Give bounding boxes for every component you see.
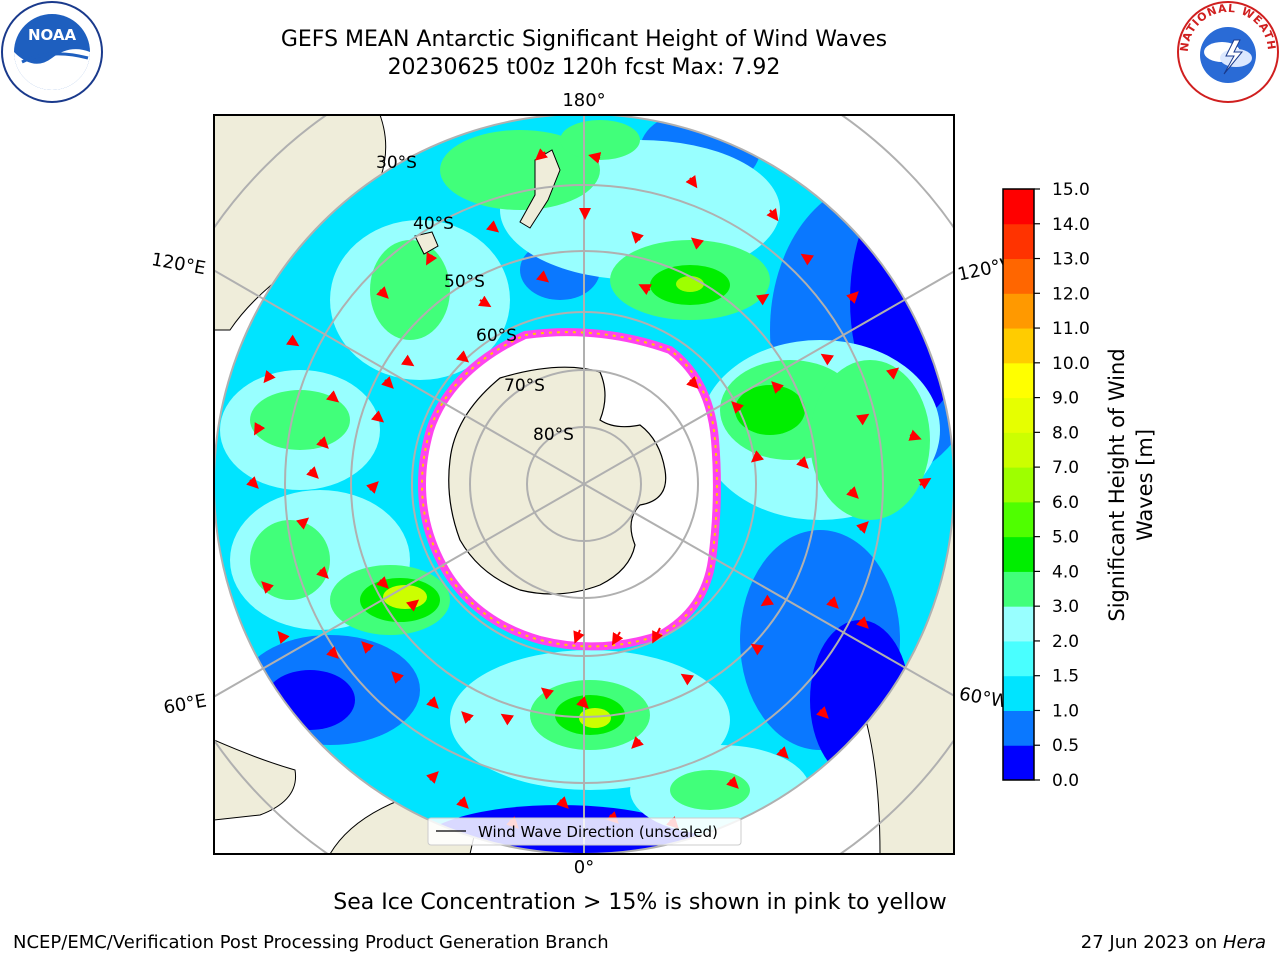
lat-label-70s: 70°S bbox=[504, 376, 545, 396]
colorbar-tick-label: 0.0 bbox=[1052, 771, 1079, 791]
colorbar-tick-label: 2.0 bbox=[1052, 632, 1079, 652]
nws-logo: NATIONAL WEATHER SERVICE bbox=[1176, 0, 1279, 103]
land-tasmania bbox=[414, 231, 439, 255]
map-legend: Wind Wave Direction (unscaled) bbox=[427, 817, 742, 846]
colorbar-label-line2: Waves [m] bbox=[1133, 429, 1157, 541]
colorbar-tick-label: 12.0 bbox=[1052, 284, 1090, 304]
colorbar-segment bbox=[1003, 362, 1034, 399]
colorbar-segments bbox=[1003, 189, 1034, 781]
colorbar-tick-label: 4.0 bbox=[1052, 562, 1079, 582]
legend-label: Wind Wave Direction (unscaled) bbox=[478, 823, 718, 841]
colorbar-segment bbox=[1003, 536, 1034, 572]
colorbar-segment bbox=[1003, 501, 1034, 538]
colorbar-segment bbox=[1003, 397, 1034, 433]
colorbar-segment bbox=[1003, 640, 1034, 677]
colorbar-segment bbox=[1003, 223, 1034, 260]
map-frame bbox=[213, 114, 955, 855]
colorbar-segment bbox=[1003, 710, 1034, 746]
colorbar-segment bbox=[1003, 293, 1034, 329]
colorbar-tick-label: 15.0 bbox=[1052, 180, 1090, 200]
colorbar-segment bbox=[1003, 571, 1034, 607]
wave-direction-arrows bbox=[246, 148, 932, 829]
colorbar-tick-label: 14.0 bbox=[1052, 215, 1090, 235]
colorbar-segment bbox=[1003, 675, 1034, 711]
colorbar-segment bbox=[1003, 258, 1034, 294]
footer-host: Hera bbox=[1222, 932, 1266, 953]
colorbar-segment bbox=[1003, 189, 1034, 225]
colorbar-tick-label: 9.0 bbox=[1052, 389, 1079, 409]
colorbar-segment bbox=[1003, 606, 1034, 642]
colorbar-tick-label: 0.5 bbox=[1052, 736, 1079, 756]
graticule bbox=[214, 115, 954, 854]
lon-label-180: 180° bbox=[562, 90, 605, 111]
lat-label-60s: 60°S bbox=[476, 326, 517, 346]
colorbar-ticks: 0.0 0.5 1.0 1.5 2.0 3.0 4.0 5.0 6.0 7.0 8.0 9.0 10.0… bbox=[1034, 180, 1090, 791]
noaa-logo: NOAA bbox=[1, 1, 103, 103]
colorbar-tick-label: 11.0 bbox=[1052, 319, 1090, 339]
footer-credit: NCEP/EMC/Verification Post Processing Pr… bbox=[13, 932, 609, 953]
footer-date: 27 Jun 2023 on Hera bbox=[1081, 932, 1266, 953]
lat-label-80s: 80°S bbox=[533, 425, 574, 445]
chart-title: GEFS MEAN Antarctic Significant Height o… bbox=[280, 27, 888, 52]
footer-date-text: 27 Jun 2023 on bbox=[1080, 932, 1223, 953]
colorbar-tick-label: 7.0 bbox=[1052, 458, 1079, 478]
colorbar-frame bbox=[1002, 188, 1035, 781]
colorbar-tick-label: 1.5 bbox=[1052, 667, 1079, 687]
land-antarctica bbox=[448, 366, 667, 595]
colorbar-tick-label: 13.0 bbox=[1052, 250, 1090, 270]
chart-subtitle: 20230625 t00z 120h fcst Max: 7.92 bbox=[387, 55, 781, 80]
colorbar-segment bbox=[1003, 467, 1034, 503]
colorbar-segment bbox=[1003, 328, 1034, 364]
lat-label-40s: 40°S bbox=[413, 214, 454, 234]
lat-label-30s: 30°S bbox=[376, 153, 417, 173]
colorbar-label-line1: Significant Height of Wind bbox=[1105, 348, 1129, 621]
colorbar-tick-label: 8.0 bbox=[1052, 423, 1079, 443]
colorbar-segment bbox=[1003, 745, 1034, 781]
colorbar-tick-label: 5.0 bbox=[1052, 528, 1079, 548]
sea-ice-caption: Sea Ice Concentration > 15% is shown in … bbox=[333, 890, 947, 915]
lon-label-0: 0° bbox=[574, 857, 594, 878]
colorbar-tick-label: 3.0 bbox=[1052, 597, 1079, 617]
lat-label-50s: 50°S bbox=[444, 272, 485, 292]
colorbar-segment bbox=[1003, 432, 1034, 468]
colorbar-tick-label: 6.0 bbox=[1052, 493, 1079, 513]
colorbar-tick-label: 1.0 bbox=[1052, 701, 1079, 721]
colorbar-tick-label: 10.0 bbox=[1052, 354, 1090, 374]
noaa-logo-text: NOAA bbox=[28, 26, 77, 44]
